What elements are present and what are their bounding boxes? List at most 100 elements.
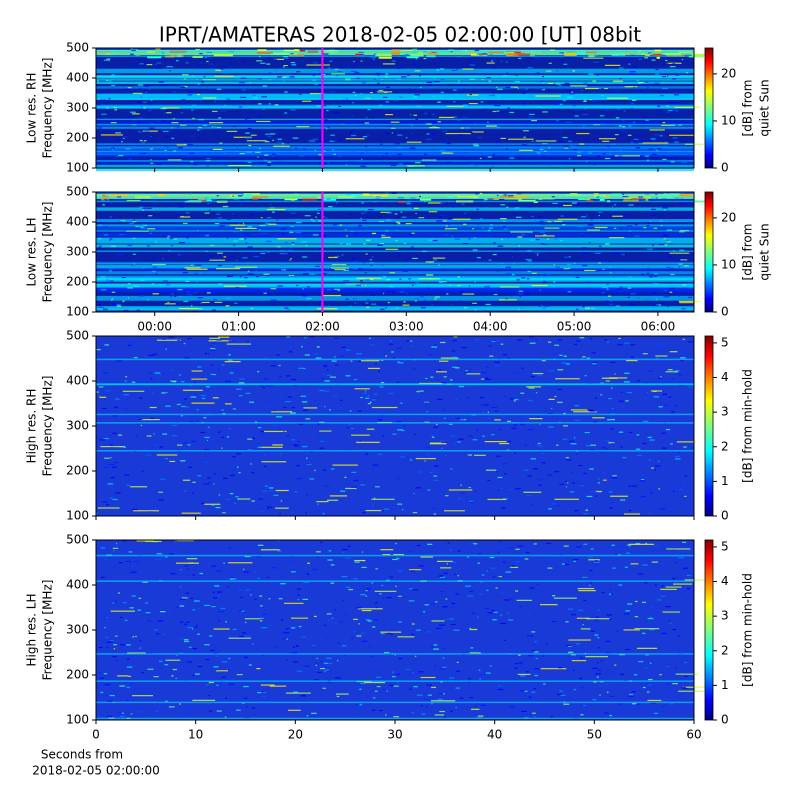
texture [373,194,389,197]
texture [300,214,303,217]
texture [169,301,174,303]
texture [241,194,245,196]
texture [669,622,672,625]
texture [571,654,576,656]
texture [356,635,362,637]
texture [132,119,137,122]
texture [286,683,291,685]
texture [682,338,685,341]
texture [662,88,668,90]
texture [119,221,123,223]
texture [339,242,343,245]
texture [497,245,504,247]
texture [604,157,611,160]
texture [685,199,689,201]
texture [502,561,506,563]
texture [539,220,544,222]
texture [159,707,165,710]
texture [101,407,107,410]
texture [364,390,367,392]
texture [634,616,639,618]
texture [476,717,483,719]
texture [623,381,630,383]
texture [354,559,366,562]
texture [329,412,335,414]
texture [158,491,164,493]
texture [354,561,360,563]
spectrogram [96,192,709,312]
texture [359,509,362,511]
texture [625,131,627,133]
texture [96,267,694,271]
texture [327,499,339,501]
texture [518,245,521,247]
texture [186,120,190,123]
texture [500,286,520,288]
texture [96,277,694,281]
texture [187,626,193,629]
texture [185,711,191,713]
texture [600,115,605,117]
texture [552,595,556,597]
texture [610,588,612,590]
texture [635,448,641,450]
texture [283,632,290,634]
texture [580,657,583,659]
texture [433,437,435,439]
texture [672,577,676,580]
texture [656,148,662,150]
texture [563,412,566,415]
texture [375,486,380,488]
texture [312,220,315,222]
texture [380,427,387,429]
texture [655,344,662,346]
texture [196,576,199,578]
texture [505,266,511,268]
texture [148,354,154,357]
texture [507,440,512,443]
texture [627,134,632,136]
texture [488,227,494,229]
y-tick-label: 400 [66,374,89,388]
texture [392,433,397,435]
texture [270,52,288,55]
texture [480,704,486,706]
texture [316,248,319,250]
texture [150,148,153,150]
texture [233,249,238,251]
texture [346,427,349,429]
texture [569,86,575,88]
texture [96,580,694,582]
texture [570,614,576,616]
texture [426,81,433,84]
texture [210,364,214,366]
texture [102,501,108,503]
texture [673,583,693,585]
texture [303,242,308,244]
texture [105,194,111,196]
texture [473,688,475,691]
texture [431,158,438,161]
texture [531,120,537,122]
texture [620,129,625,132]
texture [241,89,246,91]
texture [650,390,663,392]
texture [300,346,303,348]
y-tick-label: 200 [66,464,89,478]
texture [468,162,472,164]
texture [500,487,502,489]
texture [337,70,342,72]
texture [678,635,681,637]
texture [191,264,194,266]
texture [526,269,529,272]
texture [365,589,368,592]
texture [365,619,371,621]
texture [314,149,316,152]
texture [482,54,488,56]
texture [541,655,545,657]
texture [126,199,141,202]
texture [97,247,101,249]
texture [116,120,120,122]
texture [367,403,371,405]
texture [539,423,542,426]
